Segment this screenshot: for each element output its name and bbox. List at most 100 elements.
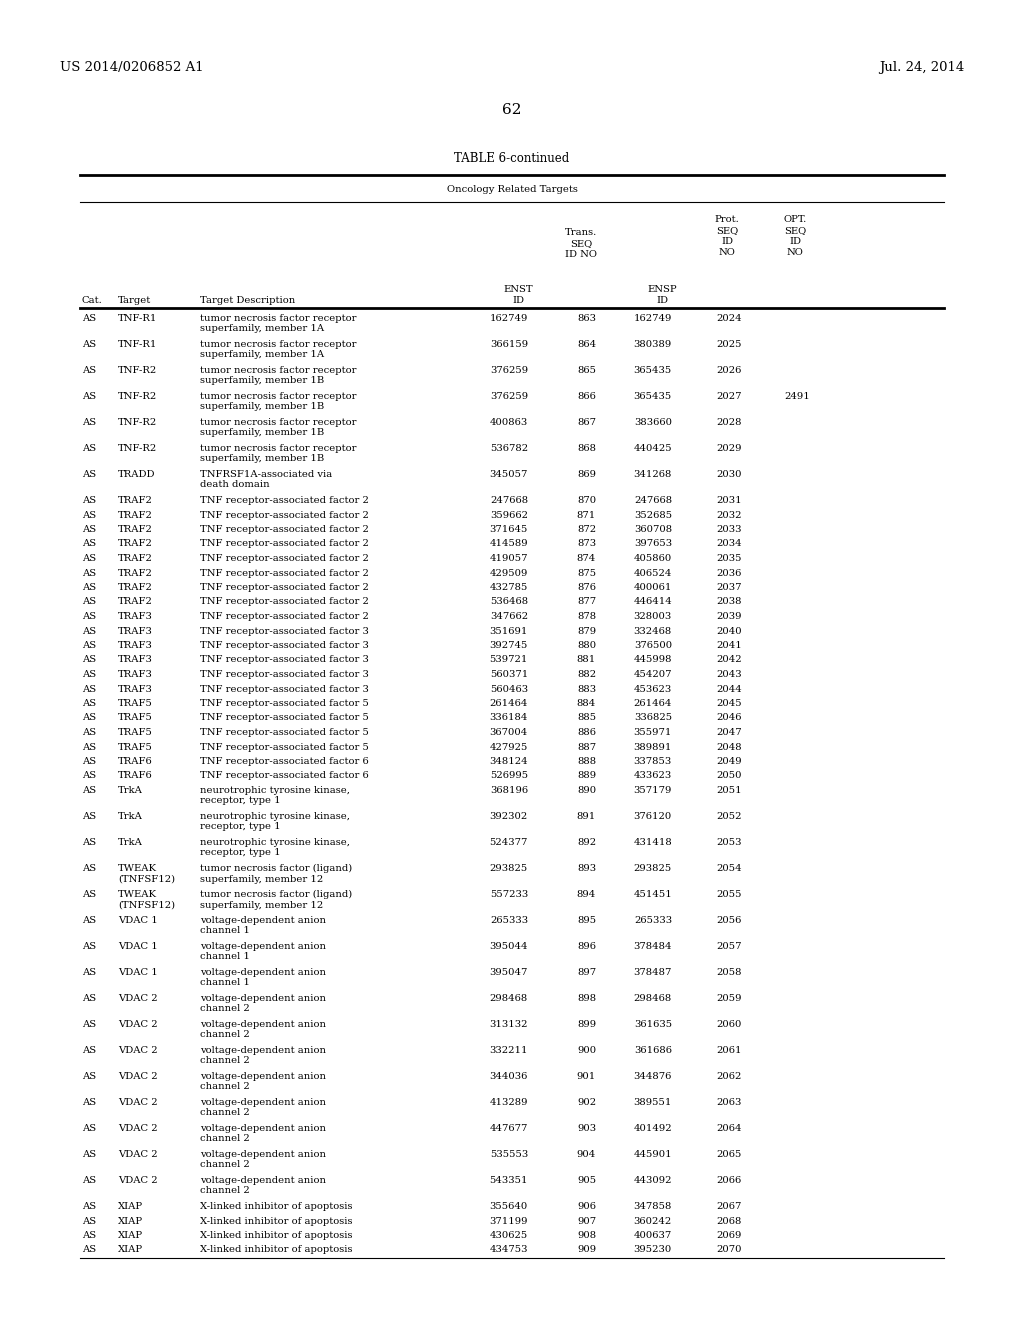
Text: TrkA: TrkA <box>118 812 143 821</box>
Text: 378484: 378484 <box>634 942 672 950</box>
Text: TNF-R2: TNF-R2 <box>118 366 158 375</box>
Text: 430625: 430625 <box>489 1232 528 1239</box>
Text: TNF receptor-associated factor 5: TNF receptor-associated factor 5 <box>200 729 369 737</box>
Text: AS: AS <box>82 785 96 795</box>
Text: voltage-dependent anion
channel 2: voltage-dependent anion channel 2 <box>200 1150 326 1170</box>
Text: AS: AS <box>82 583 96 591</box>
Text: 897: 897 <box>577 968 596 977</box>
Text: TRAF2: TRAF2 <box>118 511 153 520</box>
Text: X-linked inhibitor of apoptosis: X-linked inhibitor of apoptosis <box>200 1217 352 1225</box>
Text: 352685: 352685 <box>634 511 672 520</box>
Text: 361686: 361686 <box>634 1045 672 1055</box>
Text: ENSP: ENSP <box>647 285 677 294</box>
Text: 2033: 2033 <box>717 525 742 535</box>
Text: AS: AS <box>82 700 96 708</box>
Text: TRAF6: TRAF6 <box>118 771 153 780</box>
Text: TRAF2: TRAF2 <box>118 583 153 591</box>
Text: TRAF5: TRAF5 <box>118 714 153 722</box>
Text: 395230: 395230 <box>634 1246 672 1254</box>
Text: 341268: 341268 <box>634 470 672 479</box>
Text: 864: 864 <box>577 341 596 348</box>
Text: 392302: 392302 <box>489 812 528 821</box>
Text: 2059: 2059 <box>717 994 742 1003</box>
Text: 869: 869 <box>577 470 596 479</box>
Text: SEQ: SEQ <box>784 226 806 235</box>
Text: 904: 904 <box>577 1150 596 1159</box>
Text: 344876: 344876 <box>634 1072 672 1081</box>
Text: Trans.: Trans. <box>565 228 597 238</box>
Text: VDAC 2: VDAC 2 <box>118 1072 158 1081</box>
Text: ID: ID <box>721 238 733 246</box>
Text: 337853: 337853 <box>634 756 672 766</box>
Text: TRAF2: TRAF2 <box>118 525 153 535</box>
Text: 400863: 400863 <box>489 418 528 426</box>
Text: TWEAK
(TNFSF12): TWEAK (TNFSF12) <box>118 890 175 909</box>
Text: 336825: 336825 <box>634 714 672 722</box>
Text: tumor necrosis factor receptor
superfamily, member 1B: tumor necrosis factor receptor superfami… <box>200 444 356 463</box>
Text: 2032: 2032 <box>717 511 742 520</box>
Text: AS: AS <box>82 525 96 535</box>
Text: 2048: 2048 <box>717 742 742 751</box>
Text: TNF receptor-associated factor 5: TNF receptor-associated factor 5 <box>200 742 369 751</box>
Text: 401492: 401492 <box>634 1125 672 1133</box>
Text: 884: 884 <box>577 700 596 708</box>
Text: 2035: 2035 <box>717 554 742 564</box>
Text: 908: 908 <box>577 1232 596 1239</box>
Text: 886: 886 <box>577 729 596 737</box>
Text: AS: AS <box>82 671 96 678</box>
Text: 866: 866 <box>578 392 596 401</box>
Text: TRAF5: TRAF5 <box>118 742 153 751</box>
Text: TrkA: TrkA <box>118 785 143 795</box>
Text: 909: 909 <box>577 1246 596 1254</box>
Text: TNFRSF1A-associated via
death domain: TNFRSF1A-associated via death domain <box>200 470 332 490</box>
Text: TRAF2: TRAF2 <box>118 598 153 606</box>
Text: TNF receptor-associated factor 5: TNF receptor-associated factor 5 <box>200 714 369 722</box>
Text: 344036: 344036 <box>489 1072 528 1081</box>
Text: 906: 906 <box>577 1203 596 1210</box>
Text: 432785: 432785 <box>489 583 528 591</box>
Text: 887: 887 <box>577 742 596 751</box>
Text: ID: ID <box>656 296 668 305</box>
Text: TRADD: TRADD <box>118 470 156 479</box>
Text: 355640: 355640 <box>489 1203 528 1210</box>
Text: 293825: 293825 <box>634 865 672 873</box>
Text: voltage-dependent anion
channel 2: voltage-dependent anion channel 2 <box>200 1020 326 1039</box>
Text: US 2014/0206852 A1: US 2014/0206852 A1 <box>60 62 204 74</box>
Text: XIAP: XIAP <box>118 1203 143 1210</box>
Text: 397653: 397653 <box>634 540 672 549</box>
Text: 2049: 2049 <box>717 756 742 766</box>
Text: AS: AS <box>82 496 96 506</box>
Text: tumor necrosis factor receptor
superfamily, member 1B: tumor necrosis factor receptor superfami… <box>200 366 356 385</box>
Text: TNF receptor-associated factor 6: TNF receptor-associated factor 6 <box>200 771 369 780</box>
Text: TNF receptor-associated factor 2: TNF receptor-associated factor 2 <box>200 612 369 620</box>
Text: AS: AS <box>82 890 96 899</box>
Text: 389551: 389551 <box>634 1098 672 1107</box>
Text: 336184: 336184 <box>489 714 528 722</box>
Text: 376259: 376259 <box>489 392 528 401</box>
Text: 2066: 2066 <box>717 1176 742 1185</box>
Text: AS: AS <box>82 1125 96 1133</box>
Text: AS: AS <box>82 627 96 635</box>
Text: TrkA: TrkA <box>118 838 143 847</box>
Text: 902: 902 <box>577 1098 596 1107</box>
Text: TNF-R2: TNF-R2 <box>118 392 158 401</box>
Text: Target: Target <box>118 296 152 305</box>
Text: TNF receptor-associated factor 6: TNF receptor-associated factor 6 <box>200 756 369 766</box>
Text: TRAF3: TRAF3 <box>118 671 153 678</box>
Text: 265333: 265333 <box>489 916 528 925</box>
Text: AS: AS <box>82 714 96 722</box>
Text: 2063: 2063 <box>717 1098 742 1107</box>
Text: 874: 874 <box>577 554 596 564</box>
Text: 365435: 365435 <box>634 392 672 401</box>
Text: 359662: 359662 <box>490 511 528 520</box>
Text: 2030: 2030 <box>717 470 742 479</box>
Text: TNF receptor-associated factor 3: TNF receptor-associated factor 3 <box>200 671 369 678</box>
Text: 2031: 2031 <box>717 496 742 506</box>
Text: 429509: 429509 <box>489 569 528 578</box>
Text: 378487: 378487 <box>634 968 672 977</box>
Text: 351691: 351691 <box>489 627 528 635</box>
Text: 298468: 298468 <box>489 994 528 1003</box>
Text: 536468: 536468 <box>489 598 528 606</box>
Text: 901: 901 <box>577 1072 596 1081</box>
Text: 357179: 357179 <box>634 785 672 795</box>
